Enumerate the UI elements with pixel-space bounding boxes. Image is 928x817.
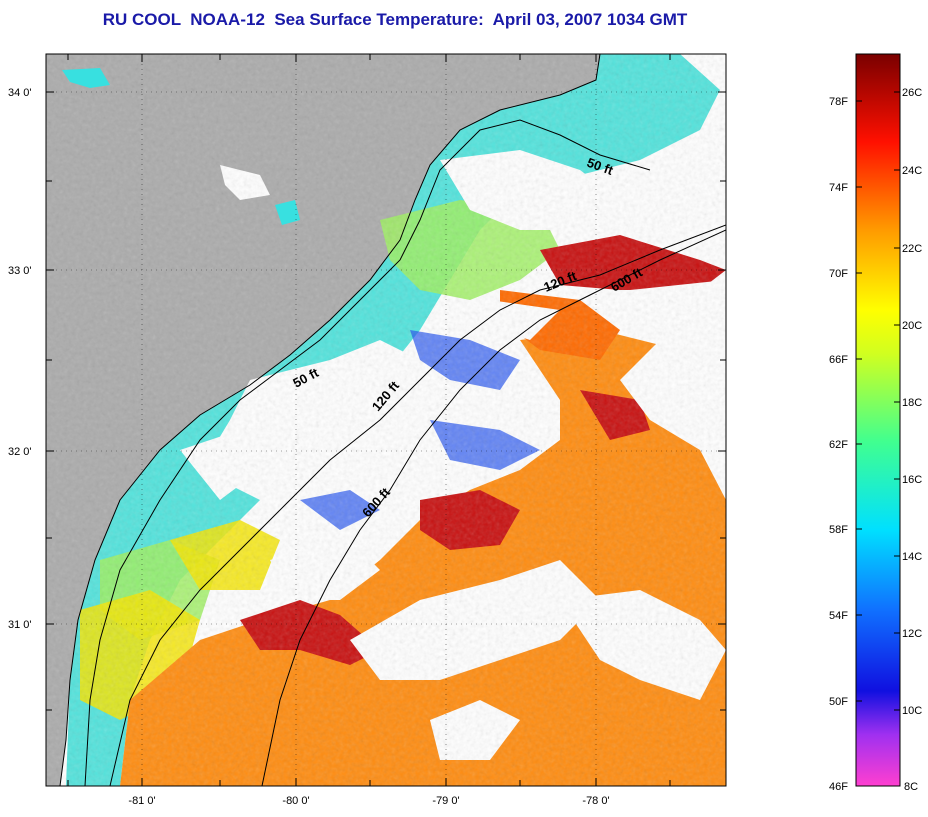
cb-c-14: 14C: [902, 551, 922, 563]
colorbar-ticks: [856, 91, 900, 711]
cb-f-54: 54F: [829, 610, 848, 622]
sst-imagery: [46, 54, 726, 786]
cb-f-46: 46F: [829, 781, 848, 793]
map-frame: [45, 53, 727, 787]
cyan-blob-nw: [62, 68, 300, 225]
lat-label-31: 31 0': [8, 619, 32, 631]
contour-600ft: [261, 229, 726, 786]
lat-label-34: 34 0': [8, 87, 32, 99]
cb-c-26: 26C: [902, 87, 922, 99]
cb-c-22: 22C: [902, 243, 922, 255]
cb-c-20: 20C: [902, 320, 922, 332]
contour-50ft: [84, 119, 651, 786]
lat-label-33: 33 0': [8, 265, 32, 277]
map-title: RU COOL NOAA-12 Sea Surface Temperature:…: [102, 10, 688, 29]
imagery-texture: [46, 54, 726, 786]
ticks: [46, 54, 726, 786]
cb-c-10: 10C: [902, 705, 922, 717]
cb-f-66: 66F: [829, 354, 848, 366]
cb-f-74: 74F: [829, 182, 848, 194]
cb-c-8: 8C: [904, 781, 918, 793]
lon-label-79: -79 0': [432, 795, 459, 807]
lat-label-32: 32 0': [8, 446, 32, 458]
graticule: [46, 54, 726, 786]
cb-f-62: 62F: [829, 439, 848, 451]
lon-label-81: -81 0': [128, 795, 155, 807]
coastline: [59, 54, 601, 786]
map-panel: 34 0' 33 0' 32 0' 31 0' -81 0' -80 0' -7…: [8, 53, 727, 807]
cb-c-16: 16C: [902, 474, 922, 486]
cb-f-58: 58F: [829, 524, 848, 536]
colorbar: 78F 74F 70F 66F 62F 58F 54F 50F 46F 26C …: [829, 53, 922, 793]
cb-c-18: 18C: [902, 397, 922, 409]
lon-label-78: -78 0': [582, 795, 609, 807]
colorbar-gradient: [855, 53, 901, 787]
cb-c-12: 12C: [902, 628, 922, 640]
contour-120ft: [109, 224, 726, 786]
cb-c-24: 24C: [902, 165, 922, 177]
cb-f-78: 78F: [829, 96, 848, 108]
cb-f-70: 70F: [829, 268, 848, 280]
lon-label-80: -80 0': [282, 795, 309, 807]
cb-f-50: 50F: [829, 696, 848, 708]
